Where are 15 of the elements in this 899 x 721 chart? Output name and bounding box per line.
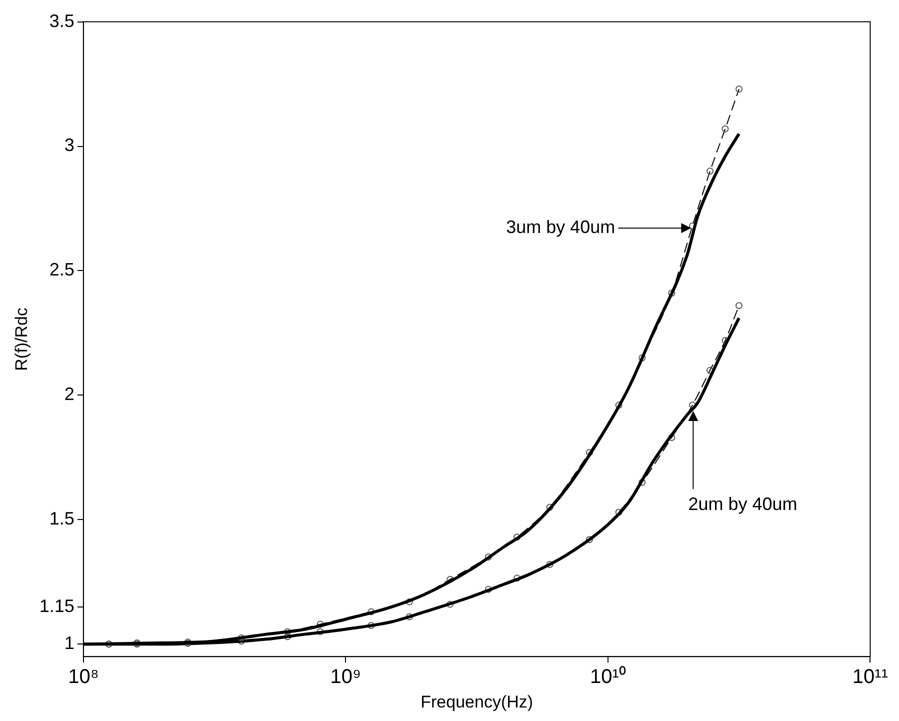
x-tick-label: 10¹⁰ (590, 665, 626, 688)
annotation: 2um by 40um (688, 494, 798, 514)
x-axis-title: Frequency(Hz) (420, 692, 534, 712)
x-tick-label: 10¹¹ (852, 666, 888, 688)
annotation: 3um by 40um (506, 216, 616, 237)
y-tick-label: 2.5 (49, 260, 74, 280)
x-tick-label: 10⁸ (68, 666, 99, 688)
x-tick-label: 10⁹ (330, 666, 362, 688)
y-axis-title: R(f)/Rdc (12, 307, 31, 371)
y-tick-label: 2 (64, 384, 74, 404)
y-tick-label: 1.5 (49, 508, 74, 529)
y-tick-label: 3 (64, 135, 74, 156)
y-tick-label: 1 (64, 633, 74, 654)
y-tick-label: 3.5 (49, 10, 74, 31)
y-tick-label: 1.15 (39, 596, 74, 616)
